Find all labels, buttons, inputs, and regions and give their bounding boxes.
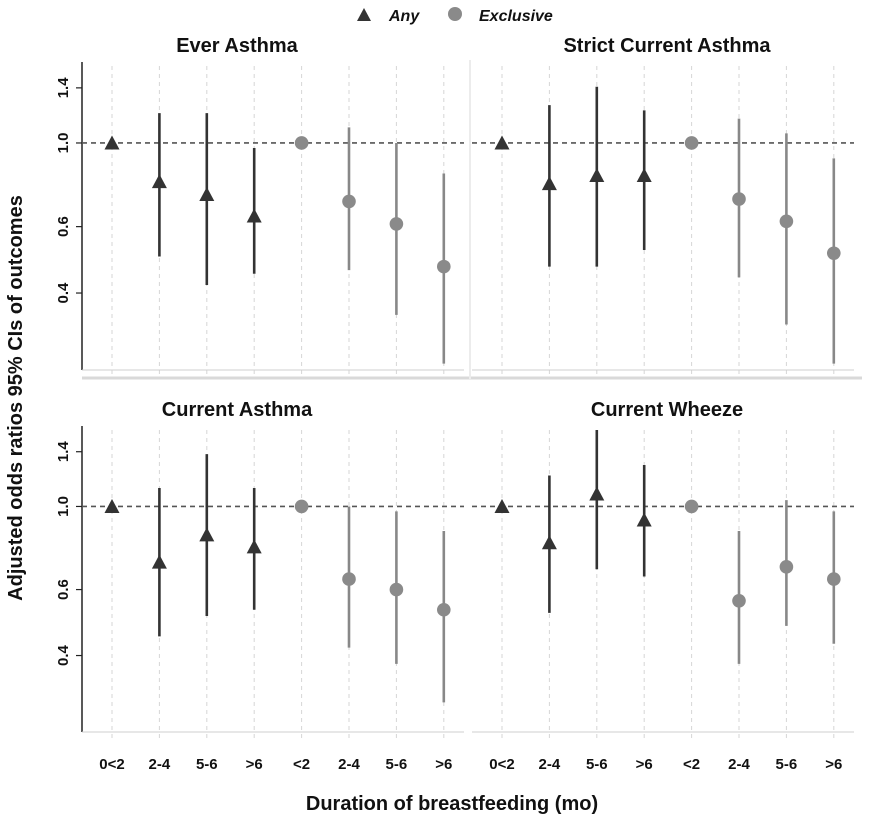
point-exclusive (342, 572, 356, 586)
legend-triangle-icon (357, 8, 371, 21)
x-tick-label: >6 (825, 756, 842, 773)
point-exclusive (779, 214, 794, 229)
point-exclusive (342, 194, 356, 209)
point-any (589, 167, 605, 182)
point-exclusive (389, 582, 404, 597)
legend-label-any: Any (388, 8, 420, 25)
point-any (246, 208, 262, 223)
x-tick-label: 2-4 (149, 756, 171, 773)
point-any (589, 486, 605, 501)
point-any (636, 512, 652, 527)
point-exclusive (779, 560, 794, 574)
point-exclusive (437, 259, 451, 274)
point-any (199, 187, 215, 202)
y-tick-label: 1.0 (55, 133, 72, 154)
x-tick-label: <2 (293, 756, 310, 773)
y-tick-label: 0.6 (55, 216, 72, 237)
x-tick-label: <2 (683, 756, 700, 773)
point-any (151, 554, 167, 569)
point-any (541, 535, 557, 550)
point-any (199, 527, 215, 542)
point-any (151, 174, 167, 189)
x-tick-label: 5-6 (196, 756, 218, 773)
point-exclusive (294, 499, 309, 514)
x-tick-label: >6 (636, 756, 653, 773)
point-any (636, 167, 652, 182)
x-tick-label: 2-4 (338, 756, 360, 773)
x-tick-label: 5-6 (776, 756, 798, 773)
x-tick-label: 0<2 (489, 756, 514, 773)
point-exclusive (732, 593, 746, 608)
panel-2: Strict Current Asthma (472, 35, 854, 376)
x-tick-label: >6 (246, 756, 263, 773)
point-exclusive (732, 192, 746, 206)
y-tick-label: 1.0 (55, 496, 72, 517)
x-tick-label: >6 (435, 756, 452, 773)
point-exclusive (389, 217, 404, 231)
point-exclusive (684, 499, 699, 514)
point-exclusive (437, 602, 451, 617)
panel-4: Current Wheeze 0<2 2-4 5-6 >6 <2 2-4 5-6 >6 (472, 399, 854, 773)
point-any (104, 498, 120, 513)
x-tick-label: 0<2 (99, 756, 124, 773)
point-any (104, 135, 120, 150)
x-axis-title: Duration of breastfeeding (mo) (306, 793, 598, 815)
point-any (494, 498, 510, 513)
point-any (494, 135, 510, 150)
y-tick-label: 0.4 (55, 282, 72, 304)
point-any (541, 176, 557, 191)
y-tick-label: 0.6 (55, 579, 72, 600)
point-exclusive (827, 246, 841, 261)
panel-title: Current Wheeze (591, 399, 743, 421)
legend-circle-icon (448, 7, 462, 21)
panel-title: Strict Current Asthma (563, 35, 771, 57)
x-tick-label: 5-6 (586, 756, 608, 773)
x-tick-label: 5-6 (386, 756, 408, 773)
point-exclusive (827, 572, 841, 586)
point-exclusive (684, 136, 699, 150)
y-tick-label: 1.4 (55, 77, 72, 99)
panel-3: Current Asthma 0.4 0.6 1.0 1.4 0<2 2-4 5-6 >6 <2 2… (55, 399, 464, 773)
point-any (246, 539, 262, 554)
y-tick-label: 0.4 (55, 644, 72, 666)
panel-1: Ever Asthma 0.4 0.6 1.0 1.4 (55, 35, 464, 376)
y-tick-label: 1.4 (55, 441, 72, 463)
x-tick-label: 2-4 (539, 756, 561, 773)
panel-title: Ever Asthma (176, 35, 298, 57)
point-exclusive (294, 136, 309, 150)
panel-title: Current Asthma (162, 399, 313, 421)
x-tick-label: 2-4 (728, 756, 750, 773)
legend-label-exclusive: Exclusive (479, 8, 553, 25)
y-axis-title: Adjusted odds ratios 95% CIs of outcomes (5, 195, 27, 601)
